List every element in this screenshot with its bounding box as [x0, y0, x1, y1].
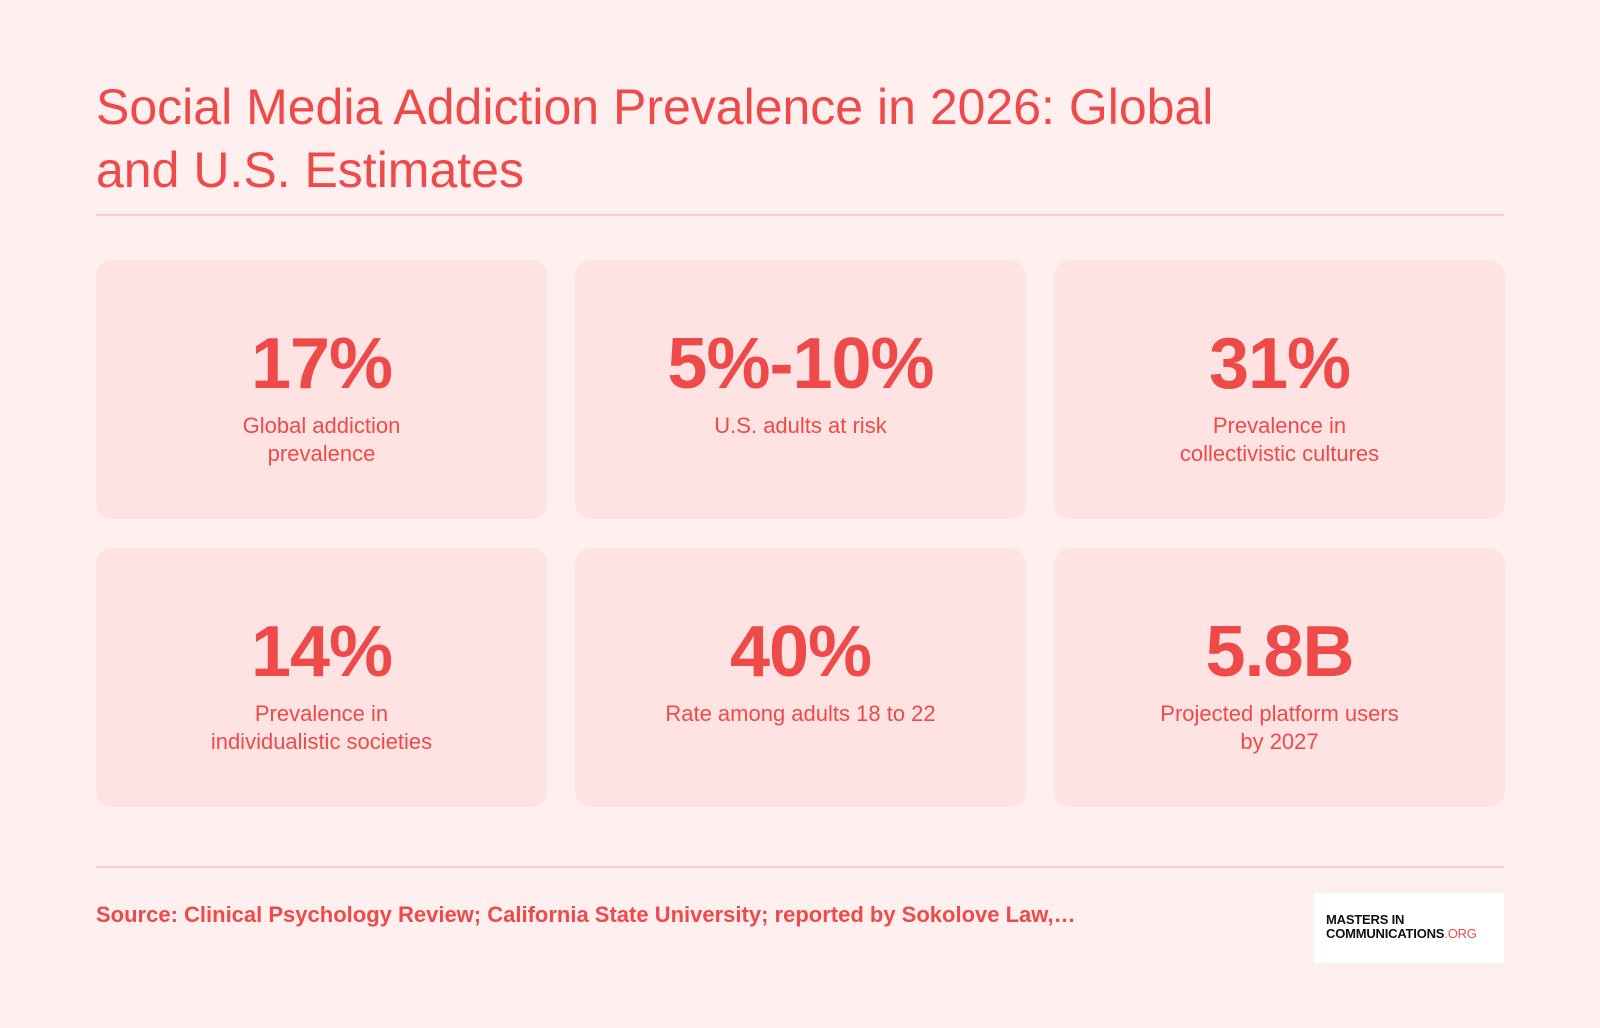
- brand-logo: MASTERS IN COMMUNICATIONS.ORG: [1314, 893, 1504, 963]
- stat-card-adults-18-to-22: 40% Rate among adults 18 to 22: [575, 548, 1026, 807]
- stat-label: Rate among adults 18 to 22: [665, 701, 936, 726]
- stat-value: 5.8B: [1205, 612, 1354, 692]
- logo-line-1: MASTERS IN: [1326, 912, 1405, 927]
- stat-card-individualistic-societies: 14% Prevalence in individualistic societ…: [96, 548, 547, 807]
- page-title: Social Media Addiction Prevalence in 202…: [96, 79, 1214, 198]
- logo-suffix: .ORG: [1444, 926, 1477, 941]
- stat-value: 5%-10%: [667, 324, 934, 404]
- stat-label: Prevalence in individualistic societies: [210, 701, 433, 754]
- source-note: Source: Clinical Psychology Review; Cali…: [96, 902, 1076, 927]
- stat-value: 17%: [250, 324, 393, 404]
- stat-label: Projected platform users by 2027: [1160, 701, 1399, 754]
- stat-card-us-adults-at-risk: 5%-10% U.S. adults at risk: [575, 260, 1026, 519]
- stat-value: 14%: [250, 612, 393, 692]
- footer-divider: [96, 866, 1504, 868]
- stat-label: U.S. adults at risk: [714, 413, 887, 438]
- logo-wordmark: COMMUNICATIONS: [1326, 926, 1445, 941]
- stat-card-projected-users: 5.8B Projected platform users by 2027: [1054, 548, 1505, 807]
- stat-value: 40%: [729, 612, 872, 692]
- stat-value: 31%: [1208, 324, 1351, 404]
- title-divider: [96, 214, 1504, 216]
- logo-line-2: COMMUNICATIONS.ORG: [1326, 927, 1504, 941]
- stat-card-collectivistic-cultures: 31% Prevalence in collectivistic culture…: [1054, 260, 1505, 519]
- stat-card-global-prevalence: 17% Global addiction prevalence: [96, 260, 547, 519]
- stat-label: Prevalence in collectivistic cultures: [1179, 413, 1380, 466]
- stats-grid: 17% Global addiction prevalence 5%-10% U…: [96, 260, 1505, 807]
- stat-label: Global addiction prevalence: [242, 413, 401, 466]
